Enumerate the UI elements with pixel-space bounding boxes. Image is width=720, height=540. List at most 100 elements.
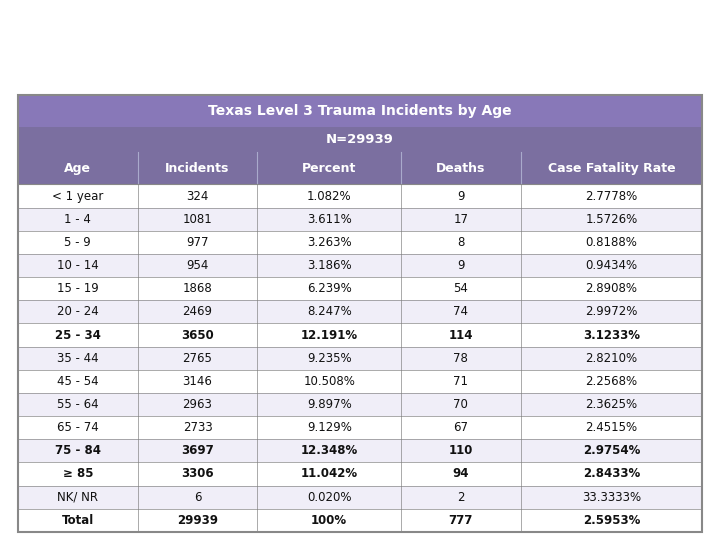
- Text: 45 - 54: 45 - 54: [57, 375, 99, 388]
- Text: 70: 70: [454, 398, 468, 411]
- Text: Age: Age: [64, 161, 91, 174]
- Text: 55 - 64: 55 - 64: [57, 398, 99, 411]
- Text: 2.7778%: 2.7778%: [585, 190, 637, 202]
- Text: 54: 54: [454, 282, 468, 295]
- Text: 75 - 84: 75 - 84: [55, 444, 101, 457]
- Text: 12.191%: 12.191%: [301, 328, 358, 341]
- FancyBboxPatch shape: [18, 207, 702, 231]
- Text: 2.8433%: 2.8433%: [582, 468, 640, 481]
- Text: 1.5726%: 1.5726%: [585, 213, 637, 226]
- Text: 17: 17: [454, 213, 469, 226]
- Text: 3.263%: 3.263%: [307, 236, 351, 249]
- FancyBboxPatch shape: [18, 96, 702, 127]
- Text: 2.8908%: 2.8908%: [585, 282, 637, 295]
- Text: 2.3625%: 2.3625%: [585, 398, 637, 411]
- Text: 6: 6: [194, 491, 202, 504]
- Text: 67: 67: [454, 421, 469, 434]
- Text: 1.082%: 1.082%: [307, 190, 351, 202]
- Text: 25 - 34: 25 - 34: [55, 328, 101, 341]
- Text: 3146: 3146: [183, 375, 212, 388]
- Text: N=29939: N=29939: [326, 133, 394, 146]
- Text: 2.2568%: 2.2568%: [585, 375, 637, 388]
- Text: 0.9434%: 0.9434%: [585, 259, 637, 272]
- FancyBboxPatch shape: [18, 462, 702, 485]
- Text: 3.186%: 3.186%: [307, 259, 351, 272]
- FancyBboxPatch shape: [18, 185, 702, 207]
- Text: Texas Level 3 Trauma Incidents by Age: Texas Level 3 Trauma Incidents by Age: [208, 104, 512, 118]
- Text: Incidents: Incidents: [166, 161, 230, 174]
- Text: 3.1233%: 3.1233%: [583, 328, 640, 341]
- Text: 954: 954: [186, 259, 209, 272]
- Text: ≥ 85: ≥ 85: [63, 468, 93, 481]
- Text: 2765: 2765: [183, 352, 212, 365]
- Text: 20 - 24: 20 - 24: [57, 305, 99, 319]
- Text: Total: Total: [62, 514, 94, 527]
- FancyBboxPatch shape: [18, 300, 702, 323]
- Text: 9: 9: [457, 259, 464, 272]
- Text: 12.348%: 12.348%: [300, 444, 358, 457]
- Text: 2.9972%: 2.9972%: [585, 305, 637, 319]
- Text: 78: 78: [454, 352, 468, 365]
- Text: 9.129%: 9.129%: [307, 421, 351, 434]
- FancyBboxPatch shape: [18, 439, 702, 462]
- Text: < 1 year: < 1 year: [52, 190, 104, 202]
- Text: 0.020%: 0.020%: [307, 491, 351, 504]
- Text: 1868: 1868: [183, 282, 212, 295]
- Text: 2: 2: [457, 491, 464, 504]
- Text: 0.8188%: 0.8188%: [585, 236, 637, 249]
- Text: 2.4515%: 2.4515%: [585, 421, 637, 434]
- FancyBboxPatch shape: [18, 152, 702, 185]
- Text: 3.611%: 3.611%: [307, 213, 351, 226]
- Text: 1081: 1081: [183, 213, 212, 226]
- Text: 100%: 100%: [311, 514, 347, 527]
- Text: 71: 71: [454, 375, 469, 388]
- FancyBboxPatch shape: [18, 127, 702, 152]
- Text: 977: 977: [186, 236, 209, 249]
- Text: 94: 94: [453, 468, 469, 481]
- FancyBboxPatch shape: [18, 370, 702, 393]
- Text: 74: 74: [454, 305, 469, 319]
- Text: 1 - 4: 1 - 4: [64, 213, 91, 226]
- Text: Percent: Percent: [302, 161, 356, 174]
- Text: 3306: 3306: [181, 468, 214, 481]
- Text: 8: 8: [457, 236, 464, 249]
- Text: 2733: 2733: [183, 421, 212, 434]
- FancyBboxPatch shape: [18, 393, 702, 416]
- FancyBboxPatch shape: [18, 416, 702, 439]
- Text: 2.9754%: 2.9754%: [582, 444, 640, 457]
- Text: 5 - 9: 5 - 9: [65, 236, 91, 249]
- Text: 114: 114: [449, 328, 473, 341]
- FancyBboxPatch shape: [18, 277, 702, 300]
- FancyBboxPatch shape: [18, 347, 702, 370]
- Text: 15 - 19: 15 - 19: [57, 282, 99, 295]
- Text: 324: 324: [186, 190, 209, 202]
- Text: 29939: 29939: [177, 514, 218, 527]
- FancyBboxPatch shape: [18, 231, 702, 254]
- Text: 33.3333%: 33.3333%: [582, 491, 641, 504]
- Text: 777: 777: [449, 514, 473, 527]
- Text: 9.235%: 9.235%: [307, 352, 351, 365]
- Text: Level 3 Trauma Center Incidents by Age: Level 3 Trauma Center Incidents by Age: [165, 33, 720, 57]
- Text: 6.239%: 6.239%: [307, 282, 351, 295]
- Text: 8.247%: 8.247%: [307, 305, 351, 319]
- Text: 2469: 2469: [183, 305, 212, 319]
- Text: NK/ NR: NK/ NR: [58, 491, 99, 504]
- Text: 2963: 2963: [183, 398, 212, 411]
- Text: 3650: 3650: [181, 328, 214, 341]
- Text: 2.8210%: 2.8210%: [585, 352, 637, 365]
- Text: Case Fatality Rate: Case Fatality Rate: [547, 161, 675, 174]
- Text: 9: 9: [457, 190, 464, 202]
- FancyBboxPatch shape: [18, 509, 702, 532]
- Text: Deaths: Deaths: [436, 161, 485, 174]
- Text: 35 - 44: 35 - 44: [57, 352, 99, 365]
- Text: 2.5953%: 2.5953%: [582, 514, 640, 527]
- FancyBboxPatch shape: [18, 323, 702, 347]
- Text: 110: 110: [449, 444, 473, 457]
- Text: 10.508%: 10.508%: [303, 375, 355, 388]
- FancyBboxPatch shape: [18, 254, 702, 277]
- Polygon shape: [17, 3, 93, 76]
- FancyBboxPatch shape: [18, 485, 702, 509]
- Text: 9.897%: 9.897%: [307, 398, 351, 411]
- Text: 11.042%: 11.042%: [301, 468, 358, 481]
- Text: 3697: 3697: [181, 444, 214, 457]
